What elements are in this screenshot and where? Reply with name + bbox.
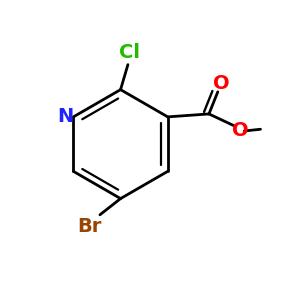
Text: Cl: Cl <box>119 43 140 62</box>
Text: O: O <box>213 74 230 92</box>
Text: O: O <box>232 121 248 140</box>
Text: Br: Br <box>77 217 102 236</box>
Text: N: N <box>57 107 73 126</box>
